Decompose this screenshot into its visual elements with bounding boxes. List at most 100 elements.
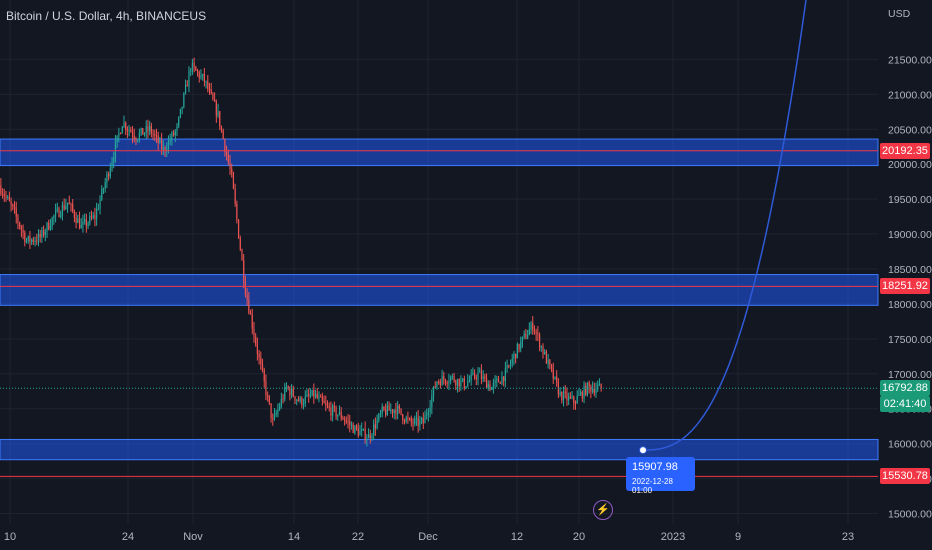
candle-body <box>46 222 48 232</box>
candle-body <box>516 343 518 359</box>
candle-body <box>152 133 154 135</box>
candle-body <box>475 377 477 380</box>
candle-body <box>564 391 566 393</box>
level-price-tag: 15530.78 <box>880 468 930 485</box>
candle-body <box>451 375 453 377</box>
candle-body <box>340 411 342 418</box>
candle-body <box>66 202 69 206</box>
candle-body <box>106 173 108 183</box>
candle-body <box>61 205 64 216</box>
candle-body <box>191 63 193 71</box>
candle-body <box>528 329 530 336</box>
candle-body <box>94 215 96 219</box>
candle-body <box>195 66 197 71</box>
candle-body <box>540 346 542 348</box>
candle-body <box>109 168 111 177</box>
candle-body <box>332 406 334 416</box>
level-price-tag: 18251.92 <box>880 278 930 295</box>
candle-body <box>104 182 106 189</box>
candle-body <box>256 344 258 354</box>
candle-body <box>465 386 467 389</box>
candle-body <box>203 74 205 82</box>
candle-body <box>137 139 139 141</box>
current-price-tag: 16792.88 <box>880 380 930 397</box>
candle-body <box>410 418 412 423</box>
candle-body <box>489 384 491 390</box>
x-tick-label: 24 <box>122 531 134 543</box>
candle-body <box>484 376 486 378</box>
candle-body <box>193 63 195 67</box>
candle-body <box>562 391 565 401</box>
candle-body <box>468 380 471 382</box>
curve-anchor-point <box>639 446 647 455</box>
candle-body <box>287 386 289 389</box>
candle-body <box>68 202 70 205</box>
x-tick-label: 23 <box>842 531 854 543</box>
candle-body <box>19 222 21 228</box>
candle-body <box>518 343 520 350</box>
candle-body <box>296 399 298 401</box>
candle-body <box>320 396 322 398</box>
candle-body <box>333 406 335 408</box>
candle-body <box>181 106 183 109</box>
candle-body <box>39 233 41 238</box>
candle-body <box>220 126 223 131</box>
candle-body <box>591 388 594 392</box>
candle-body <box>595 389 597 394</box>
candle-body <box>84 219 86 222</box>
candle-body <box>385 409 387 415</box>
price-axis: 15000.0015500.0016000.0016500.0017000.00… <box>888 8 932 521</box>
candle-body <box>549 359 551 365</box>
candle-body <box>537 333 539 335</box>
candle-body <box>550 364 553 369</box>
candle-body <box>369 434 371 438</box>
candle-body <box>301 397 303 406</box>
candle-body <box>174 130 176 136</box>
candle-body <box>509 363 512 366</box>
candle-body <box>429 407 431 413</box>
candle-body <box>190 70 192 72</box>
candle-body <box>36 240 38 242</box>
candle-body <box>588 382 590 387</box>
candle-body <box>8 196 11 202</box>
candle-body <box>472 372 474 375</box>
candle-body <box>15 208 17 217</box>
support-resistance-zones <box>0 138 879 461</box>
candle-body <box>503 376 505 382</box>
candle-body <box>349 421 351 425</box>
candle-body <box>554 376 556 379</box>
candle-body <box>133 135 135 139</box>
candle-body <box>345 420 347 422</box>
candle-body <box>313 390 315 397</box>
candle-body <box>456 379 459 386</box>
candle-body <box>297 399 300 402</box>
x-tick-label: Nov <box>183 531 203 543</box>
candle-body <box>229 162 231 170</box>
candle-body <box>547 359 549 364</box>
candle-body <box>246 295 248 300</box>
candle-body <box>157 135 159 144</box>
candle-body <box>49 226 52 230</box>
lightning-icon[interactable]: ⚡ <box>593 500 613 520</box>
candle-body <box>78 218 81 229</box>
y-tick-label: 16000.00 <box>888 439 932 451</box>
candle-body <box>556 376 558 382</box>
candle-body <box>270 403 272 419</box>
candle-body <box>208 89 211 91</box>
candle-body <box>277 409 279 414</box>
candle-body <box>73 211 75 218</box>
candle-body <box>169 140 171 142</box>
candle-body <box>102 188 105 190</box>
candle-body <box>234 188 236 204</box>
candle-body <box>178 117 180 126</box>
candle-body <box>458 379 460 387</box>
candle-body <box>463 378 465 389</box>
candle-body <box>420 418 423 421</box>
candle-body <box>585 385 587 395</box>
candle-body <box>89 216 91 223</box>
candle-body <box>280 398 282 407</box>
candle-body <box>497 378 500 383</box>
candle-body <box>111 161 113 169</box>
candle-body <box>359 430 361 436</box>
